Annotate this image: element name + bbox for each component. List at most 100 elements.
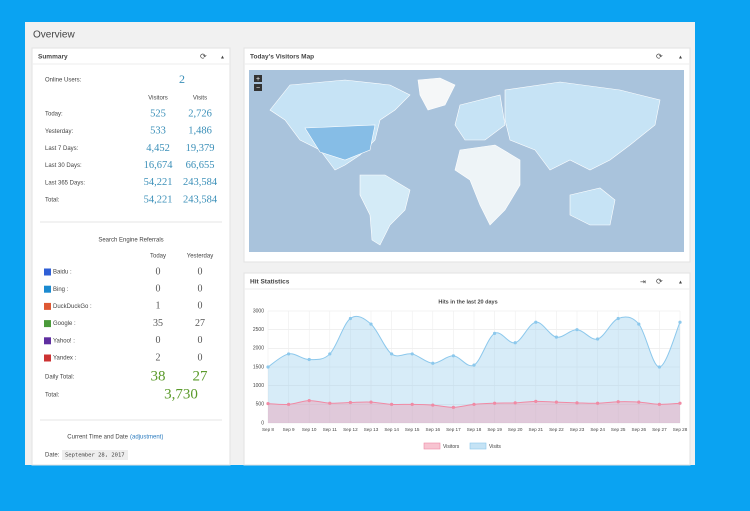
data-point [637,400,641,404]
data-point [657,402,662,406]
data-point [493,401,497,405]
data-point [554,335,559,339]
row-label: Total: [45,198,60,204]
x-tick-label: Sep 25 [611,427,626,432]
data-point [554,400,559,404]
row-label: Last 7 Days: [45,146,79,152]
data-point [472,402,476,406]
data-point [410,402,414,406]
engine-icon [44,302,51,310]
referral-value: 0 [198,266,203,277]
adjustment-link[interactable]: (adjustment) [130,435,163,441]
x-tick-label: Sep 14 [384,427,399,432]
engine-icon [44,268,51,276]
chart-title: Hits in the last 20 days [438,299,497,305]
data-point [493,331,497,335]
legend-swatch [423,442,441,450]
date-value: September 28, 2017 [65,453,125,459]
x-tick-label: Sep 11 [323,427,338,432]
zoom-out-label[interactable]: − [256,85,260,92]
x-tick-label: Sep 9 [283,427,295,432]
data-point [657,365,662,369]
data-point [451,354,455,358]
data-point [431,361,435,365]
legend-label: Visits [489,444,501,450]
data-point [596,337,600,341]
collapse-icon[interactable]: ▲ [678,279,683,285]
stat-value: 4,452 [146,143,170,154]
data-point [575,328,579,332]
refresh-icon[interactable]: ⟳ [656,52,663,61]
x-tick-label: Sep 21 [529,427,544,432]
data-point [348,316,352,321]
stat-value: 54,221 [144,177,173,188]
data-point [431,403,435,407]
y-tick-label: 3000 [253,308,264,314]
x-tick-label: Sep 12 [343,427,358,432]
row-label: DuckDuckGo : [53,304,92,310]
data-point [328,401,332,405]
x-tick-label: Sep 13 [364,427,379,432]
collapse-icon[interactable]: ▲ [220,54,225,60]
referral-value: 1 [156,301,161,312]
y-tick-label: 2500 [253,327,264,333]
data-point [266,401,270,406]
y-tick-label: 1500 [253,364,264,370]
legend-label: Visitors [443,444,460,450]
row-label: Yandex : [53,356,77,362]
x-tick-label: Sep 27 [652,427,667,432]
engine-icon [44,337,51,345]
y-tick-label: 1000 [253,383,264,389]
europe [454,94,506,141]
stat-value: 54,221 [144,194,173,205]
row-label: Baidu : [53,270,72,276]
y-tick-label: 0 [261,420,264,426]
row-label: Today: [45,112,63,118]
row-label: Bing : [53,287,69,293]
australia [569,187,616,226]
data-point [348,400,352,405]
x-tick-label: Sep 24 [590,427,605,432]
row-label: Yesterday: [45,129,73,135]
refresh-icon[interactable]: ⟳ [200,52,207,61]
stat-value: 2,726 [188,108,212,119]
referral-value: 0 [198,335,203,346]
row-label: Google : [53,321,76,327]
zoom-in-label[interactable]: + [256,76,260,83]
series-area [268,316,680,423]
zoom-in-button[interactable] [254,75,262,82]
panel-title: Hit Statistics [250,279,290,286]
hits-panel [243,272,691,466]
stat-value: 66,655 [186,160,215,171]
referral-value: 35 [153,318,163,329]
row-label: Yahoo! : [53,338,75,344]
x-tick-label: Sep 23 [570,427,585,432]
data-point [369,322,373,326]
section-title: Search Engine Referrals [98,238,163,244]
column-header: Visitors [148,96,168,102]
referral-value: 0 [198,301,203,312]
data-point [328,352,332,356]
collapse-icon[interactable]: ▲ [678,54,683,60]
greenland [417,77,456,111]
daily-total-value: 38 [151,368,166,384]
data-point [534,320,538,324]
x-tick-label: Sep 10 [302,427,317,432]
south-america [359,174,411,246]
engine-icon [44,354,51,362]
y-tick-label: 500 [256,402,265,408]
column-header: Yesterday [187,254,213,260]
open-icon[interactable]: ⇥ [640,279,646,286]
legend-swatch [469,442,487,450]
referral-value: 0 [156,283,161,294]
data-point [287,352,291,356]
data-point [513,341,517,345]
data-point [390,352,394,356]
series-area [268,400,680,423]
data-point [637,322,641,326]
refresh-icon[interactable]: ⟳ [656,277,663,286]
data-point [575,401,579,405]
panel-title: Summary [38,54,68,61]
zoom-out-button[interactable] [254,84,262,91]
